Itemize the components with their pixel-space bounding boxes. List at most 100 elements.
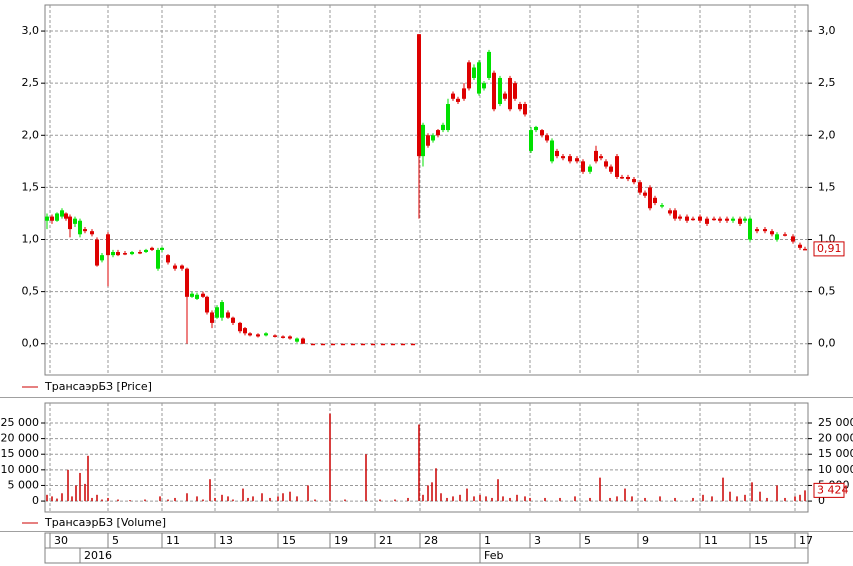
candle-body [594, 150, 598, 162]
candle-body [462, 88, 466, 99]
volume-bar [799, 494, 801, 502]
x-tick-label: 17 [799, 534, 813, 547]
candle-body [791, 236, 795, 242]
candle-body [705, 218, 709, 224]
last-value-label: 3 424 [817, 483, 849, 496]
volume-bar [329, 413, 331, 502]
candle-body [451, 93, 455, 99]
volume-bar [71, 496, 73, 502]
volume-bar [51, 496, 53, 502]
candle-body [220, 302, 224, 318]
candle-body [116, 252, 120, 256]
volume-bar [751, 482, 753, 502]
volume-bar [307, 485, 309, 502]
volume-bar [117, 499, 119, 502]
volume-bar [692, 497, 694, 502]
volume-bar [91, 497, 93, 502]
candle-body [518, 104, 522, 110]
candle-body [540, 130, 544, 136]
candle-body [755, 229, 759, 232]
period-label: Feb [484, 549, 503, 562]
y-tick-label: 15 000 [818, 447, 853, 460]
candle-body [508, 77, 512, 110]
candle-body [599, 156, 603, 159]
volume-bar [261, 493, 263, 502]
candle-body [50, 216, 54, 221]
candle-body [95, 239, 99, 266]
y-tick-label: 2,0 [818, 128, 836, 141]
volume-bar [101, 499, 103, 502]
last-value-box [813, 482, 845, 498]
candle-body [668, 210, 672, 214]
candle-body [55, 213, 59, 221]
candle-body [138, 252, 142, 254]
period-label: 2016 [84, 549, 112, 562]
volume-bar [497, 479, 499, 502]
volume-bar [227, 496, 229, 502]
candle-body [498, 77, 502, 105]
y-tick-label: 3,0 [818, 24, 836, 37]
candle-body [201, 293, 205, 297]
candle-body [144, 249, 148, 253]
x-tick-label: 30 [54, 534, 68, 547]
candle-body [106, 234, 110, 256]
y-tick-label: 2,0 [22, 128, 40, 141]
y-tick-label: 5 000 [8, 478, 40, 491]
volume-bar [759, 491, 761, 502]
y-tick-label: 0 [32, 494, 39, 507]
candle-body [64, 213, 68, 219]
candle-body [783, 234, 787, 236]
volume-bar [232, 499, 234, 502]
candle-body [685, 216, 689, 221]
candle-body [195, 294, 199, 299]
volume-bar [485, 496, 487, 502]
candle-body [523, 104, 527, 115]
y-tick-label: 0 [818, 494, 825, 507]
y-tick-label: 0,5 [22, 285, 40, 298]
candle-body [321, 343, 325, 346]
volume-bar [794, 496, 796, 502]
candle-body [361, 343, 365, 346]
volume-bar [609, 497, 611, 502]
volume-bar [247, 497, 249, 502]
last-value-box [813, 241, 845, 257]
volume-bar [502, 496, 504, 502]
x-tick-label: 5 [584, 534, 591, 547]
candle-body [653, 197, 657, 204]
candle-body [248, 333, 252, 336]
candle-body [534, 126, 538, 131]
candle-body [123, 253, 127, 255]
candle-body [477, 62, 481, 94]
candle-body [73, 218, 77, 224]
volume-bar [379, 499, 381, 502]
candle-body [575, 158, 579, 162]
volume-bar [269, 497, 271, 502]
candle-body [581, 161, 585, 172]
volume-bar [427, 485, 429, 502]
candle-body [150, 247, 154, 250]
volume-bar [509, 497, 511, 502]
candle-body [482, 83, 486, 89]
volume-bar [282, 493, 284, 502]
volume-bar [186, 493, 188, 502]
candle-body [718, 218, 722, 221]
candle-body [770, 231, 774, 235]
volume-bar [418, 424, 420, 502]
volume-bar [196, 496, 198, 502]
y-tick-label: 25 000 [1, 416, 40, 429]
volume-bar [479, 494, 481, 502]
volume-bar [314, 499, 316, 502]
volume-bar [144, 499, 146, 502]
candle-body [210, 312, 214, 323]
volume-bar [466, 488, 468, 502]
candle-body [604, 161, 608, 167]
candle-body [256, 334, 260, 337]
candle-body [588, 166, 592, 172]
volume-bar [435, 468, 437, 502]
candle-body [441, 124, 445, 131]
candle-body [421, 124, 425, 157]
volume-bar [159, 496, 161, 502]
candle-body [156, 249, 160, 269]
candle-body [731, 218, 735, 221]
